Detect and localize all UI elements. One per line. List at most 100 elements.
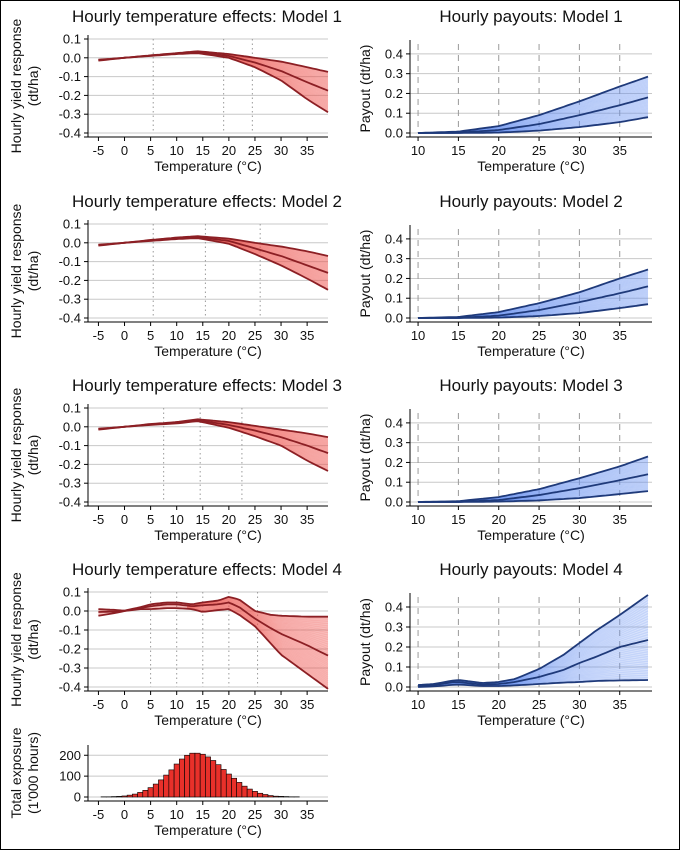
y-tick-label: 0.2 (385, 640, 403, 655)
y-tick-label: 100 (59, 769, 81, 784)
y-tick-label: 0.2 (385, 86, 403, 101)
y-axis-label-line: Hourly yield response (8, 203, 24, 338)
simulation-curve (187, 598, 329, 632)
y-tick-label: 0.3 (385, 66, 403, 81)
confidence-band (98, 236, 329, 290)
simulation-curve (187, 598, 329, 636)
x-axis-label: Temperature (°C) (477, 712, 585, 728)
y-tick-label: -0.1 (59, 438, 81, 453)
x-tick-label: 20 (222, 328, 236, 343)
x-tick-label: 15 (451, 328, 465, 343)
histogram-bar (257, 792, 264, 798)
y-tick-label: -0.1 (59, 254, 81, 269)
histogram-bar (205, 756, 211, 798)
series-line-lower (418, 116, 649, 134)
y-tick-label: -0.1 (59, 623, 81, 638)
x-tick-label: 10 (169, 512, 183, 527)
y-tick-label: -0.2 (59, 642, 81, 657)
x-tick-label: 10 (411, 143, 425, 158)
y-axis-label: Hourly yield response(dt/ha) (8, 572, 41, 707)
panel-title: Hourly payouts: Model 3 (439, 376, 622, 395)
y-tick-label: 0.1 (63, 32, 81, 47)
series-line-lower (418, 490, 649, 503)
x-tick-label: 20 (491, 143, 505, 158)
y-tick-label: 0.0 (385, 126, 403, 141)
x-tick-label: -5 (93, 512, 105, 527)
y-axis-label-line: (dt/ha) (25, 619, 41, 659)
panel-title: Hourly temperature effects: Model 2 (72, 192, 342, 211)
histogram-bar (137, 792, 144, 798)
x-tick-label: 30 (572, 143, 586, 158)
x-tick-label: 25 (248, 807, 262, 822)
x-tick-label: 10 (169, 807, 183, 822)
x-tick-label: 30 (274, 697, 288, 712)
panel-6: 0.0 0.1 0.2 0.3 0.4 10 15 20 25 30 35 Temperature (… (357, 376, 652, 543)
confidence-band (418, 456, 648, 502)
x-tick-label: -5 (93, 143, 105, 158)
y-tick-label: 0.4 (385, 46, 403, 61)
x-tick-label: 15 (451, 697, 465, 712)
x-tick-label: 20 (491, 512, 505, 527)
y-tick-label: 0.3 (385, 435, 403, 450)
panel-9: 0 100 200 -5 0 5 10 15 20 25 30 35 Temperature (°C) T… (8, 727, 328, 838)
series-line-lower (418, 679, 649, 688)
y-tick-label: 0.0 (385, 680, 403, 695)
x-axis-label: Temperature (°C) (477, 527, 585, 543)
y-tick-label: 0.0 (63, 419, 81, 434)
x-axis-label: Temperature (°C) (477, 343, 585, 359)
simulation-curve (187, 603, 329, 667)
simulation-curve (187, 605, 329, 676)
x-tick-label: 35 (612, 697, 626, 712)
x-tick-label: 35 (300, 697, 314, 712)
histogram-bar (272, 795, 279, 798)
panel-title: Hourly temperature effects: Model 1 (72, 7, 342, 26)
histogram-bar (278, 796, 284, 798)
x-tick-label: 20 (491, 697, 505, 712)
histogram-bar (199, 753, 206, 798)
y-axis-label-line: (dt/ha) (25, 435, 41, 475)
y-tick-label: -0.4 (59, 311, 81, 326)
x-tick-label: -5 (93, 328, 105, 343)
histogram-bar (121, 795, 128, 798)
histogram-bar (262, 794, 269, 798)
y-axis-label: Hourly yield response(dt/ha) (8, 203, 41, 338)
x-tick-label: 15 (451, 143, 465, 158)
x-tick-label: 20 (222, 697, 236, 712)
x-axis-label: Temperature (°C) (154, 343, 262, 359)
y-tick-label: 0.0 (385, 495, 403, 510)
panel-4: 0.0 0.1 0.2 0.3 0.4 10 15 20 25 30 35 Temperature (… (357, 192, 652, 359)
confidence-band (98, 419, 329, 471)
histogram-bar (184, 754, 191, 798)
x-tick-label: 35 (300, 807, 314, 822)
y-axis-label-line: (dt/ha) (25, 251, 41, 291)
simulation-curve (187, 604, 329, 670)
x-tick-label: 15 (196, 512, 210, 527)
panel-7: -0.4 -0.3 -0.2 -0.1 0.0 0.1 -5 0 5 10 15 20 25 30 35 Te… (8, 560, 342, 728)
x-tick-label: 15 (196, 697, 210, 712)
histogram-bar (126, 794, 133, 798)
x-axis-label: Temperature (°C) (154, 527, 262, 543)
panel-title: Hourly payouts: Model 2 (439, 192, 622, 211)
y-tick-label: 0 (74, 790, 81, 805)
x-tick-label: 0 (121, 697, 128, 712)
panel-2: 0.0 0.1 0.2 0.3 0.4 10 15 20 25 30 35 Temperature (… (357, 7, 652, 174)
series-line-lower (98, 52, 329, 114)
y-tick-label: 0.2 (385, 455, 403, 470)
y-tick-label: 0.0 (385, 311, 403, 326)
histogram-bar (152, 783, 159, 798)
y-axis-label: Payout (dt/ha) (357, 414, 373, 502)
y-tick-label: -0.3 (59, 476, 81, 491)
x-tick-label: 35 (300, 512, 314, 527)
simulation-curve (187, 599, 329, 643)
x-tick-label: 0 (121, 328, 128, 343)
y-axis-label: Total exposure(1'000 hours) (8, 727, 41, 818)
histogram-bar (225, 773, 232, 798)
y-axis-label: Hourly yield response(dt/ha) (8, 18, 41, 153)
x-tick-label: 5 (147, 143, 154, 158)
y-tick-label: 0.3 (385, 620, 403, 635)
x-tick-label: 25 (248, 697, 262, 712)
histogram-bar (147, 787, 154, 798)
histogram-bar (267, 795, 274, 798)
simulation-curve (187, 600, 329, 645)
